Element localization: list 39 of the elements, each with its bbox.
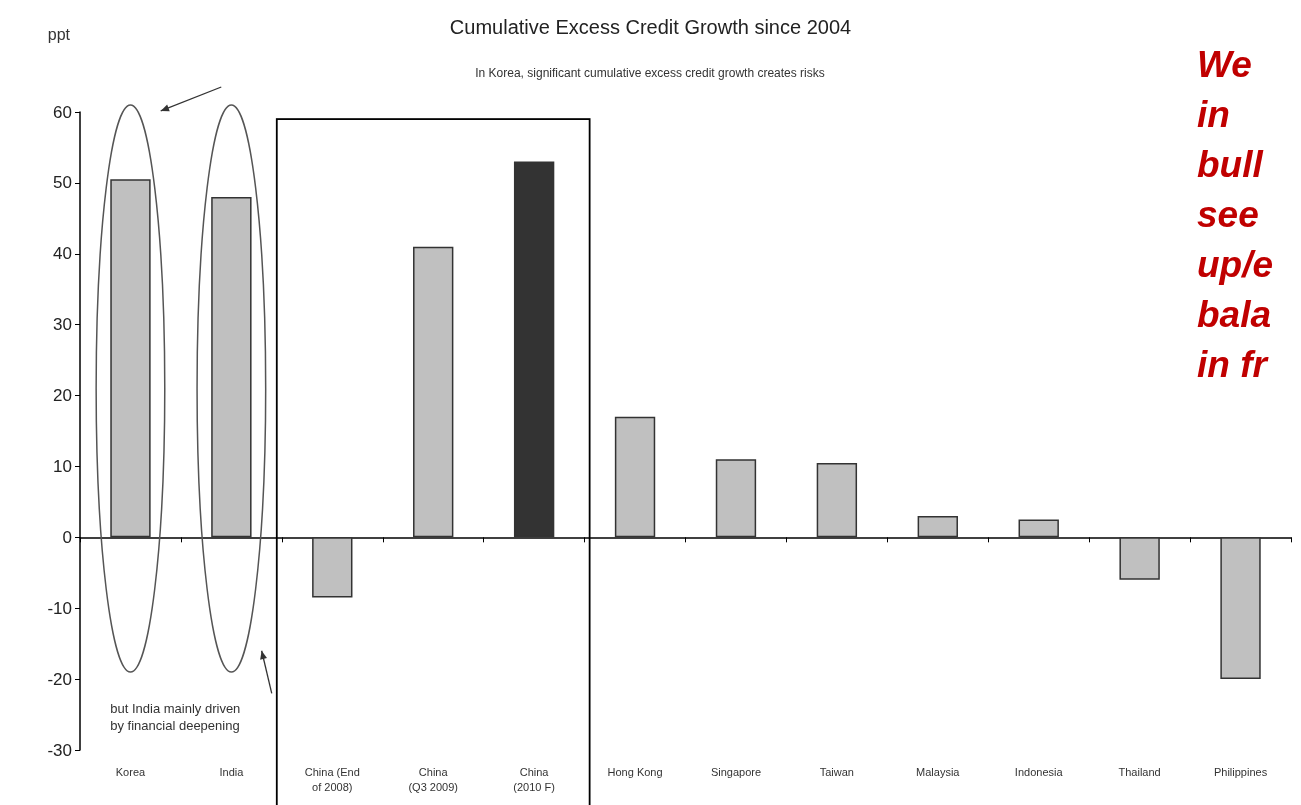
y-tick-label: 50 <box>53 173 72 193</box>
x-tick-label: Malaysia <box>916 765 961 778</box>
bar <box>413 246 454 538</box>
x-tick-label: China (End of 2008) <box>304 765 360 793</box>
x-tick-label: India <box>219 765 245 778</box>
text: In Korea, significant cumulative excess credit growth creates risks <box>475 66 825 80</box>
x-tick-label: Taiwan <box>819 765 854 778</box>
x-tick-label: China (2010 F) <box>513 765 555 793</box>
bar <box>715 459 757 538</box>
bar <box>312 537 353 598</box>
annotation: We in bull see up/e bala in fr <box>1197 43 1274 387</box>
bar <box>1018 519 1059 538</box>
y-tick-label: -20 <box>47 669 72 689</box>
x-tick-label: Thailand <box>1118 765 1161 778</box>
x-tick-label: Hong Kong <box>607 765 663 778</box>
x-tick-label: Indonesia <box>1014 765 1064 778</box>
bar <box>513 161 555 538</box>
y-tick-label: 60 <box>53 102 72 122</box>
y-tick-label: -30 <box>47 740 72 760</box>
bar <box>816 462 858 538</box>
y-tick-label: 0 <box>62 527 72 547</box>
bar <box>917 516 958 538</box>
bar <box>614 416 656 538</box>
y-tick-label: 40 <box>53 244 72 264</box>
y-tick-label: 10 <box>53 456 72 476</box>
chart-title: Cumulative Excess Credit Growth since 2004 <box>449 16 852 38</box>
bar <box>110 179 151 538</box>
bar <box>1220 537 1261 680</box>
y-axis-title: ppt <box>47 25 71 43</box>
bar <box>211 197 252 538</box>
y-tick-label: 30 <box>53 315 72 335</box>
x-tick-label: Philippines <box>1213 765 1268 778</box>
y-tick-label: -10 <box>47 598 72 618</box>
x-tick-label: China (Q3 2009) <box>408 765 458 793</box>
x-tick-label: Singapore <box>710 765 762 778</box>
annotation: but India mainly driven by financial deepening <box>110 700 241 735</box>
y-tick-label: 20 <box>53 386 72 406</box>
x-tick-label: Korea <box>115 765 147 778</box>
bar <box>1119 537 1160 580</box>
